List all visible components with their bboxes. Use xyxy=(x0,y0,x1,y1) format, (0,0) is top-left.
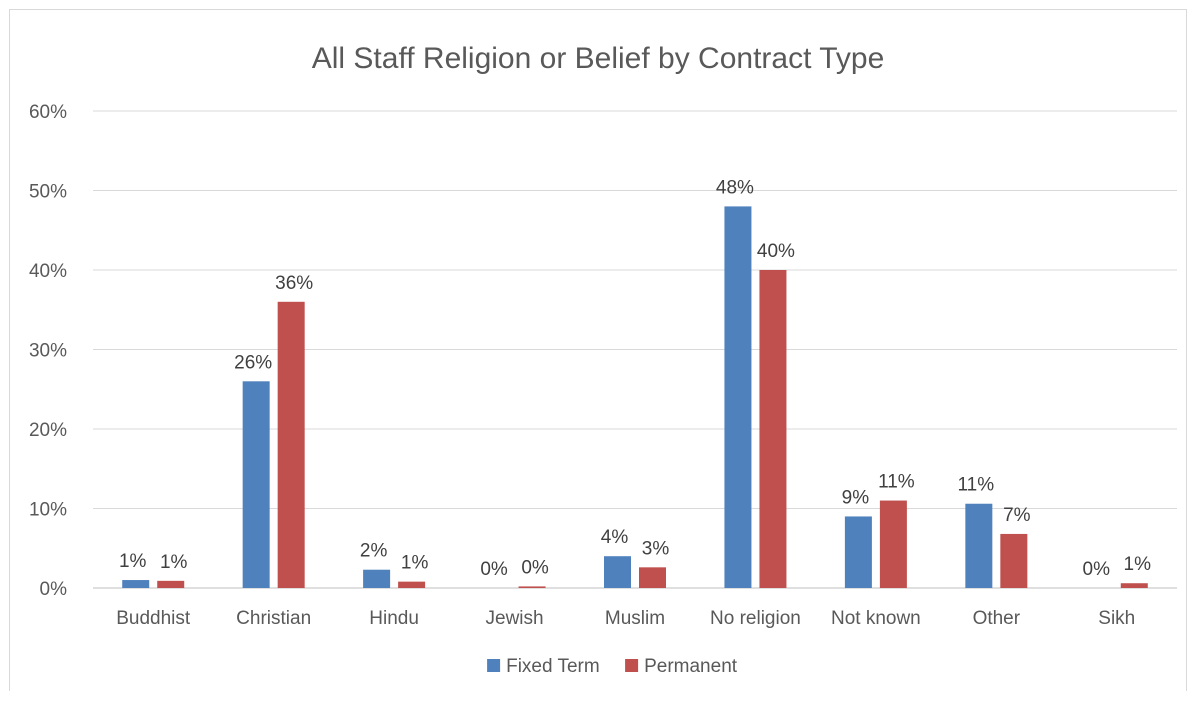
y-tick-label: 50% xyxy=(29,182,67,203)
data-label: 9% xyxy=(842,487,870,508)
data-label: 36% xyxy=(275,273,313,294)
gridlines xyxy=(93,110,1177,589)
bar xyxy=(1000,533,1028,588)
data-label: 1% xyxy=(401,553,429,574)
bar xyxy=(639,567,666,588)
bar xyxy=(965,503,993,588)
bar xyxy=(1120,583,1148,588)
y-axis-ticks: 0% 10% 20% 30% 40% 50% 60% xyxy=(29,102,67,600)
bar xyxy=(122,580,150,588)
x-tick-label: Sikh xyxy=(1098,608,1135,629)
data-label: 0% xyxy=(521,557,549,578)
data-label: 7% xyxy=(1003,505,1031,526)
x-tick-label: Other xyxy=(973,608,1021,629)
x-axis-ticks: Buddhist Christian Hindu Jewish Muslim No rel… xyxy=(116,608,1135,629)
x-tick-label: Not known xyxy=(831,608,921,629)
legend-swatch xyxy=(487,659,501,672)
x-tick-label: Buddhist xyxy=(116,608,191,629)
bar xyxy=(242,381,270,588)
data-label: 11% xyxy=(878,472,915,493)
bar xyxy=(398,581,426,588)
data-label: 40% xyxy=(757,241,795,262)
data-label: 11% xyxy=(958,475,995,496)
chart-title: All Staff Religion or Belief by Contract… xyxy=(312,42,885,75)
data-label: 2% xyxy=(360,541,388,562)
bar xyxy=(844,516,872,588)
legend-label: Permanent xyxy=(644,656,738,677)
legend: Fixed Term Permanent xyxy=(487,656,738,677)
bar xyxy=(604,556,631,588)
bars xyxy=(122,206,1148,588)
legend-swatch xyxy=(625,659,639,672)
data-label: 26% xyxy=(234,352,272,373)
y-tick-label: 10% xyxy=(29,500,67,521)
bar xyxy=(157,580,185,588)
x-tick-label: Jewish xyxy=(486,608,544,629)
bar xyxy=(879,500,907,588)
x-tick-label: Christian xyxy=(236,608,311,629)
data-labels: 1% 1% 26% 36% 2% 1% 0% 0% 4% 3% 48% 40% 9% 11% 11% 7% 0%… xyxy=(119,177,1151,580)
data-label: 1% xyxy=(119,551,147,572)
data-label: 0% xyxy=(480,559,508,580)
bar xyxy=(724,206,752,588)
data-label: 4% xyxy=(601,527,629,548)
y-tick-label: 40% xyxy=(29,261,67,282)
legend-label: Fixed Term xyxy=(506,656,600,677)
bar xyxy=(277,301,305,588)
data-label: 1% xyxy=(160,552,188,573)
y-tick-label: 60% xyxy=(29,102,67,123)
x-tick-label: No religion xyxy=(710,608,801,629)
bar xyxy=(363,569,391,588)
y-tick-label: 20% xyxy=(29,420,67,441)
x-tick-label: Muslim xyxy=(605,608,665,629)
bar xyxy=(759,270,787,588)
y-tick-label: 30% xyxy=(29,341,67,362)
data-label: 1% xyxy=(1124,554,1152,575)
data-label: 0% xyxy=(1083,559,1111,580)
data-label: 48% xyxy=(716,177,754,198)
data-label: 3% xyxy=(642,538,670,559)
y-tick-label: 0% xyxy=(40,579,68,600)
bar xyxy=(518,586,546,588)
x-tick-label: Hindu xyxy=(369,608,419,629)
